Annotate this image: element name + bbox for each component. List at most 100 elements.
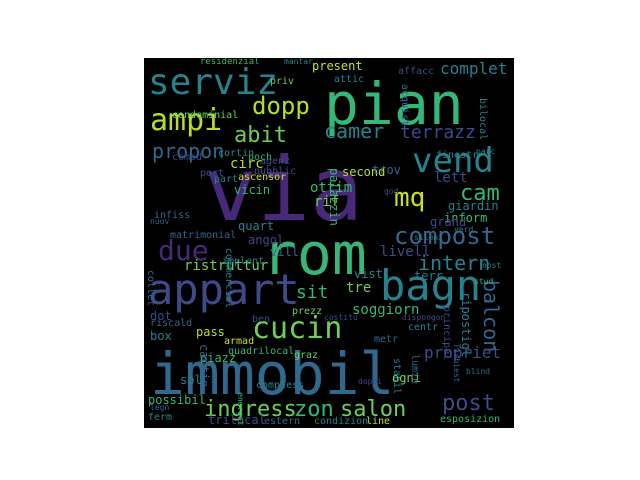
word-parc: parc — [476, 147, 495, 156]
word-pubblic: pubblic — [254, 166, 296, 177]
word-ristruttur: ristruttur — [184, 258, 268, 274]
word-pass: pass — [196, 325, 225, 339]
word-pian: pian — [324, 70, 464, 138]
word-mq: mq — [394, 183, 425, 213]
word-dispongon: dispongon — [402, 313, 446, 322]
word-bagn: bagn — [380, 261, 481, 310]
word-nost: nost — [482, 261, 501, 270]
word-ascensor: ascensor — [238, 172, 286, 183]
word-sol: sol — [180, 373, 202, 387]
word-vend: vend — [412, 141, 494, 181]
word-trov: trov — [372, 163, 401, 177]
word-blind: blind — [466, 367, 490, 376]
word-finestr: finestr — [436, 150, 478, 161]
word-centr: centr — [408, 322, 438, 333]
word-ben: ben — [252, 314, 270, 325]
word-second: second — [342, 165, 385, 179]
word-due: due — [158, 234, 209, 267]
word-prezz: prezz — [292, 306, 322, 317]
word-condizion: condizion — [314, 416, 368, 427]
word-attic: attic — [334, 74, 364, 85]
word-matrimonial: matrimonial — [170, 230, 236, 241]
word-grand: grand — [430, 215, 466, 229]
word-implant: implant — [222, 256, 264, 267]
word-verd: verd — [454, 225, 473, 234]
word-soggiorn: soggiorn — [352, 302, 419, 318]
word-stabil: stabil — [391, 358, 402, 394]
word-silenz: silenz — [414, 233, 443, 242]
word-principal: principal — [441, 306, 452, 360]
word-costitu: costitu — [324, 313, 358, 322]
word-propon: propon — [152, 139, 224, 163]
word-immobil: immobil — [150, 340, 394, 408]
word-cucin: cucin — [252, 311, 342, 346]
word-compost: compost — [394, 222, 495, 250]
word-esposizion: esposizion — [440, 414, 500, 425]
word-cloud-background — [144, 58, 514, 428]
word-quadrilocal: quadrilocal — [228, 346, 294, 357]
word-armad: armad — [224, 336, 254, 347]
word-vist: vist — [354, 267, 383, 281]
word-vill: vill — [270, 245, 299, 259]
word-riscald: riscald — [150, 318, 192, 329]
word-palazzin: palazzin — [327, 168, 341, 226]
word-complet: complet — [440, 59, 507, 78]
word-poch: poch — [248, 152, 272, 163]
word-terr: terr — [414, 269, 443, 283]
word-box: box — [150, 329, 172, 343]
word-part: part — [214, 174, 238, 185]
word-balcon: balcon — [479, 280, 503, 352]
word-collet: collet — [145, 270, 156, 306]
word-ingress: ingress — [204, 397, 297, 422]
word-richiest: richiest — [452, 344, 461, 383]
word-doppi: doppi — [358, 377, 382, 386]
word-compless: compless — [256, 380, 304, 391]
word-cloud-image: via immobil pian rom appart serviz bagn ampi ven… — [144, 58, 514, 428]
word-livell: livell — [380, 244, 431, 260]
word-ogni: ogni — [392, 371, 421, 385]
word-graz: graz — [294, 350, 318, 361]
word-tre: tre — [346, 280, 371, 296]
word-cortin: cortin — [218, 148, 254, 159]
word-inform: inform — [444, 211, 487, 225]
word-metr: metr — [374, 334, 398, 345]
word-post: post — [442, 391, 495, 416]
word-present: present — [312, 59, 363, 73]
word-commercial: commercial — [223, 248, 234, 308]
word-via: via — [204, 138, 363, 241]
word-ripostigl: ripostigl — [459, 292, 473, 357]
word-propriet: propriet — [424, 343, 501, 362]
word-vicin: vicin — [234, 183, 270, 197]
word-appart: appart — [148, 265, 300, 314]
word-affacc: affacc — [398, 66, 434, 77]
word-cam: cam — [460, 181, 500, 206]
word-priv: priv — [270, 76, 294, 87]
word-circ: circ — [230, 156, 264, 172]
word-residenzial: residenzial — [200, 58, 260, 67]
word-legn: legn — [150, 403, 169, 412]
word-ottim: ottim — [310, 180, 352, 196]
word-abit: abit — [234, 123, 287, 148]
word-condominial: condominial — [172, 110, 238, 121]
word-serviz: serviz — [148, 62, 278, 103]
word-possibil: possibil — [148, 393, 206, 407]
word-lett: lett — [434, 170, 468, 186]
word-ferm: ferm — [148, 412, 172, 423]
word-nuov: nuov — [150, 217, 169, 226]
word-trilocal: trilocal — [208, 413, 266, 427]
word-angol: angol — [248, 233, 284, 247]
word-sit: sit — [296, 282, 329, 303]
word-agenz: agenz — [260, 156, 290, 167]
word-giardin: giardin — [448, 199, 499, 213]
word-stud: stud — [474, 277, 493, 286]
word-camer: camer — [324, 119, 384, 143]
word-terrazz: terrazz — [400, 122, 476, 143]
word-piazz: piazz — [200, 351, 236, 365]
word-infiss: infiss — [154, 210, 190, 221]
word-mantar: mantar — [284, 58, 313, 66]
word-salon: salon — [340, 397, 406, 422]
word-line: line — [366, 416, 390, 427]
word-energet: energet — [236, 392, 245, 426]
